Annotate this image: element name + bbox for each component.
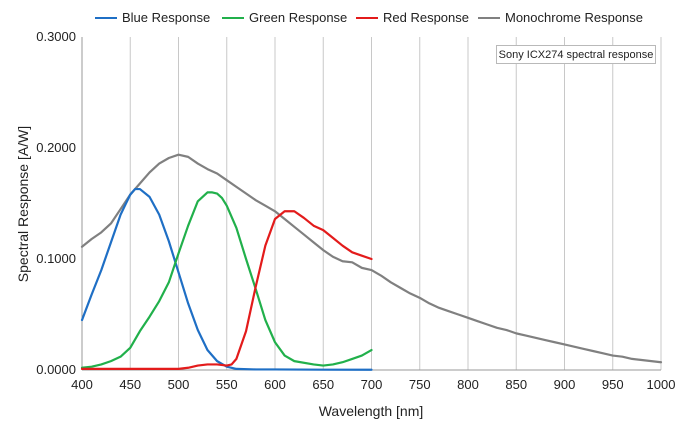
x-tick-label: 400 xyxy=(71,377,93,392)
x-tick-label: 800 xyxy=(457,377,479,392)
x-tick-label: 1000 xyxy=(647,377,676,392)
legend-swatch-red xyxy=(356,16,378,19)
x-axis-label: Wavelength [nm] xyxy=(319,403,424,419)
series-line-red-response xyxy=(80,210,373,370)
y-tick-label: 0.0000 xyxy=(36,362,76,377)
x-tick-label: 950 xyxy=(602,377,624,392)
sensor-annotation-box: Sony ICX274 spectral response xyxy=(496,45,656,64)
series-lines xyxy=(80,153,663,371)
x-tick-label: 550 xyxy=(216,377,238,392)
series-line-monochrome-response xyxy=(80,153,663,364)
x-tick-label: 450 xyxy=(119,377,141,392)
legend-label-blue: Blue Response xyxy=(122,10,211,25)
grid-lines xyxy=(129,37,662,370)
y-tick-label: 0.3000 xyxy=(36,29,76,44)
y-tick-labels: 0.0000 0.1000 0.2000 0.3000 xyxy=(36,29,76,377)
x-tick-label: 600 xyxy=(264,377,286,392)
x-tick-labels: 400 450 500 550 600 650 700 750 800 850 900 950 1000 xyxy=(71,377,675,392)
y-tick-label: 0.1000 xyxy=(36,251,76,266)
legend-item-red: Red Response xyxy=(356,10,469,25)
sensor-annotation-text: Sony ICX274 spectral response xyxy=(498,48,654,61)
y-axis-label: Spectral Response [A/W] xyxy=(15,126,31,282)
x-tick-label: 650 xyxy=(312,377,334,392)
legend-label-green: Green Response xyxy=(249,10,348,25)
y-tick-label: 0.2000 xyxy=(36,140,76,155)
series-line-green-response xyxy=(80,191,373,369)
chart-legend: Blue Response Green Response Red Respons… xyxy=(0,10,690,30)
x-tick-label: 900 xyxy=(554,377,576,392)
legend-swatch-mono xyxy=(478,16,500,19)
x-tick-label: 750 xyxy=(409,377,431,392)
x-tick-label: 500 xyxy=(168,377,190,392)
x-tick-label: 700 xyxy=(361,377,383,392)
legend-item-blue: Blue Response xyxy=(95,10,210,25)
legend-swatch-green xyxy=(222,16,244,19)
series-line-blue-response xyxy=(80,187,373,371)
legend-item-green: Green Response xyxy=(222,10,347,25)
legend-swatch-blue xyxy=(95,16,117,19)
legend-label-red: Red Response xyxy=(383,10,469,25)
legend-item-mono: Monochrome Response xyxy=(478,10,643,25)
legend-label-mono: Monochrome Response xyxy=(505,10,644,25)
x-tick-label: 850 xyxy=(505,377,527,392)
